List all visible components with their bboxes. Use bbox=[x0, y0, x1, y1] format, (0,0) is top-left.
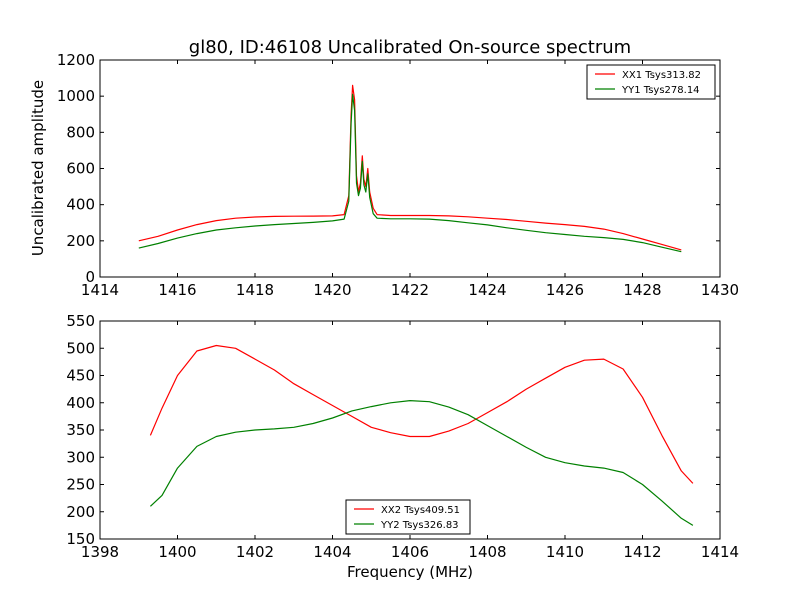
legend-entry: YY2 Tsys326.83 bbox=[380, 520, 459, 531]
legend-box bbox=[345, 499, 471, 535]
y-tick-label: 200 bbox=[66, 232, 95, 250]
x-tick-label: 1420 bbox=[313, 281, 351, 299]
y-tick-label: 0 bbox=[85, 268, 95, 286]
x-tick-label: 1424 bbox=[468, 281, 506, 299]
legend-entry: XX2 Tsys409.51 bbox=[381, 505, 460, 516]
legend-entry: YY1 Tsys278.14 bbox=[621, 85, 700, 96]
top-y-axis-label: Uncalibrated amplitude bbox=[29, 80, 47, 256]
y-tick-label: 400 bbox=[66, 196, 95, 214]
x-tick-label: 1410 bbox=[546, 543, 584, 561]
x-tick-label: 1422 bbox=[391, 281, 429, 299]
chart-title: gl80, ID:46108 Uncalibrated On-source sp… bbox=[189, 37, 631, 58]
x-tick-label: 1426 bbox=[546, 281, 584, 299]
x-tick-label: 1430 bbox=[701, 281, 739, 299]
y-tick-label: 600 bbox=[66, 160, 95, 178]
bottom-x-axis-label: Frequency (MHz) bbox=[347, 563, 473, 581]
y-tick-label: 300 bbox=[66, 448, 95, 466]
y-tick-label: 150 bbox=[66, 530, 95, 548]
x-tick-label: 1414 bbox=[701, 543, 739, 561]
x-tick-label: 1400 bbox=[158, 543, 196, 561]
y-tick-label: 400 bbox=[66, 394, 95, 412]
y-tick-label: 350 bbox=[66, 421, 95, 439]
y-tick-label: 450 bbox=[66, 367, 95, 385]
x-tick-label: 1406 bbox=[391, 543, 429, 561]
y-tick-label: 250 bbox=[66, 476, 95, 494]
x-tick-label: 1402 bbox=[236, 543, 274, 561]
y-tick-label: 1000 bbox=[57, 87, 95, 105]
x-tick-label: 1412 bbox=[623, 543, 661, 561]
y-tick-label: 1200 bbox=[57, 51, 95, 69]
x-tick-label: 1408 bbox=[468, 543, 506, 561]
bottom-plot-area: 1398 1400 1402 1404 1406 1408 1410 1412 1414 150 2… bbox=[66, 312, 739, 561]
y-tick-label: 200 bbox=[66, 503, 95, 521]
legend-entry: XX1 Tsys313.82 bbox=[622, 70, 701, 81]
legend: XX1 Tsys313.82 YY1 Tsys278.14 bbox=[586, 64, 716, 100]
x-tick-label: 1428 bbox=[623, 281, 661, 299]
series-line-2 bbox=[138, 93, 682, 253]
x-tick-label: 1416 bbox=[158, 281, 196, 299]
y-tick-label: 500 bbox=[66, 339, 95, 357]
legend-box bbox=[586, 64, 716, 100]
y-tick-label: 550 bbox=[66, 312, 95, 330]
y-tick-label: 800 bbox=[66, 123, 95, 141]
series-line-2 bbox=[149, 400, 694, 526]
series-line-1 bbox=[149, 344, 694, 484]
top-plot-area: 1414 1416 1418 1420 1422 1424 1426 1428 1430 0 200… bbox=[57, 51, 739, 299]
legend: XX2 Tsys409.51 YY2 Tsys326.83 bbox=[345, 499, 471, 535]
x-tick-label: 1398 bbox=[81, 543, 119, 561]
x-tick-label: 1418 bbox=[236, 281, 274, 299]
x-tick-label: 1404 bbox=[313, 543, 351, 561]
series-line-1 bbox=[138, 84, 682, 251]
x-tick-label: 1414 bbox=[81, 281, 119, 299]
